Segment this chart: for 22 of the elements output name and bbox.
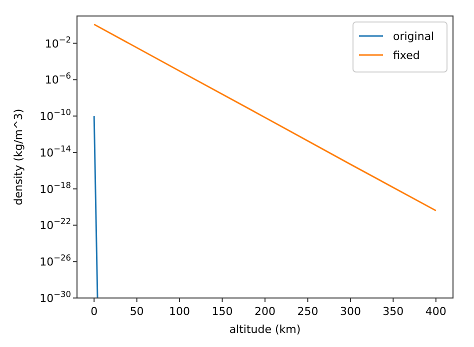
x-tick-label: 350	[382, 305, 404, 318]
legend-label: fixed	[393, 49, 420, 62]
x-tick-label: 200	[254, 305, 276, 318]
line-series	[93, 24, 437, 212]
x-tick-label: 0	[90, 305, 98, 318]
x-tick-label: 300	[340, 305, 361, 318]
y-tick-label: 10$^{−14}$	[40, 143, 71, 160]
y-tick-label: 10$^{−18}$	[40, 180, 71, 196]
x-tick-label: 250	[297, 305, 318, 318]
x-tick-label: 100	[169, 305, 190, 318]
y-tick-label: 10$^{−2}$	[44, 34, 71, 50]
y-tick-label: 10$^{−6}$	[44, 70, 71, 87]
y-axis-title: density (kg/m^3)	[12, 108, 25, 206]
x-tick-label: 400	[425, 305, 446, 318]
y-tick-label: 10$^{−26}$	[40, 252, 71, 269]
y-tick-label: 10$^{−30}$	[40, 289, 71, 305]
x-tick-label: 50	[130, 305, 144, 318]
x-tick-label: 150	[212, 305, 233, 318]
legend-label: original	[393, 30, 434, 43]
y-tick-label: 10$^{−22}$	[40, 216, 71, 232]
x-axis-title: altitude (km)	[229, 323, 301, 336]
y-tick-label: 10$^{−10}$	[40, 107, 71, 124]
